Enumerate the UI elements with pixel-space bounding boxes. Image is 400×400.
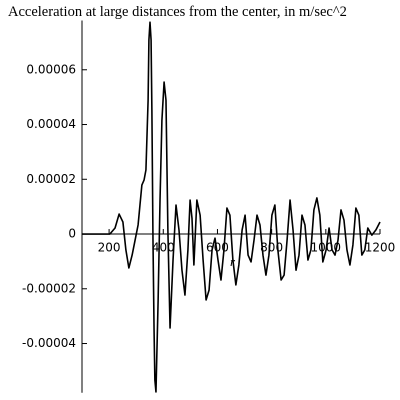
x-tick-label: 800	[260, 241, 283, 255]
y-tick-label: 0.00004	[26, 117, 76, 131]
y-tick-label: 0.00006	[26, 62, 76, 76]
x-tick-label: 1200	[365, 241, 396, 255]
y-tick-label: 0	[68, 227, 76, 241]
y-tick-label: 0.00002	[26, 172, 76, 186]
x-tick-label: 200	[98, 241, 121, 255]
y-tick-label: -0.00002	[22, 281, 76, 295]
data-line	[82, 21, 381, 393]
x-tick-label: 400	[152, 241, 175, 255]
chart-title: Acceleration at large distances from the…	[8, 4, 347, 20]
y-tick-label: -0.00004	[22, 336, 76, 350]
